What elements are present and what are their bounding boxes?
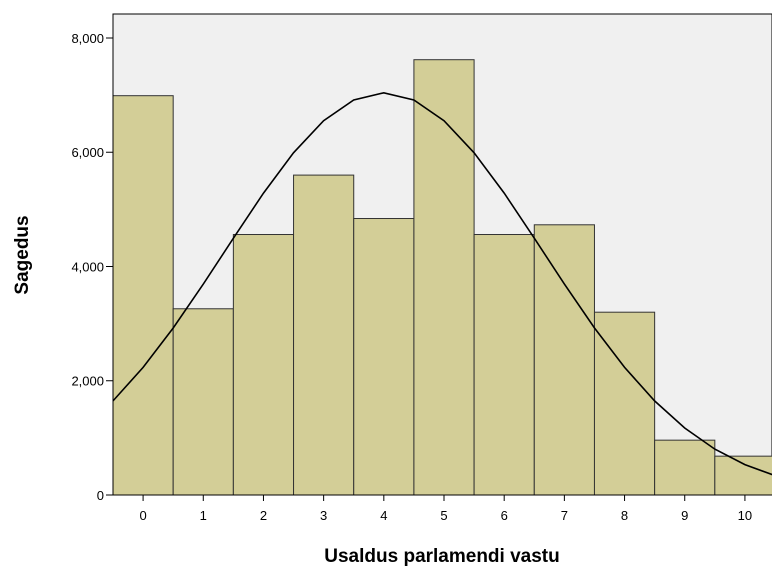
bar — [473, 234, 535, 495]
x-tick-label: 9 — [681, 508, 688, 523]
x-tick-label: 7 — [561, 508, 568, 523]
bar — [413, 59, 475, 495]
x-tick-label: 5 — [440, 508, 447, 523]
x-axis-label: Usaldus parlamendi vastu — [324, 546, 559, 567]
bar — [172, 308, 234, 495]
x-tick-label: 3 — [320, 508, 327, 523]
bar — [293, 174, 355, 495]
y-tick-label: 8,000 — [71, 31, 104, 46]
x-tick-label: 8 — [621, 508, 628, 523]
axes: 0 2,000 4,000 6,000 8,000 0 1 2 3 4 5 6 7 8 9 10 — [71, 14, 772, 523]
x-tick-label: 10 — [738, 508, 752, 523]
y-tick-label: 6,000 — [71, 145, 104, 160]
normal-curve — [113, 91, 772, 476]
bar — [113, 95, 174, 495]
x-tick-label: 6 — [501, 508, 508, 523]
bar — [353, 218, 415, 495]
bar — [654, 439, 716, 495]
y-tick-label: 2,000 — [71, 374, 104, 389]
y-axis-label: Sagedus — [12, 215, 33, 294]
x-tick-label: 2 — [260, 508, 267, 523]
bar — [593, 311, 656, 495]
plot — [113, 59, 772, 495]
bar — [533, 224, 595, 495]
bar — [232, 234, 295, 495]
y-tick-label: 4,000 — [71, 259, 104, 274]
x-tick-label: 0 — [139, 508, 146, 523]
x-tick-label: 4 — [380, 508, 387, 523]
bar — [714, 455, 772, 495]
y-tick-label: 0 — [97, 488, 104, 503]
x-tick-label: 1 — [200, 508, 207, 523]
